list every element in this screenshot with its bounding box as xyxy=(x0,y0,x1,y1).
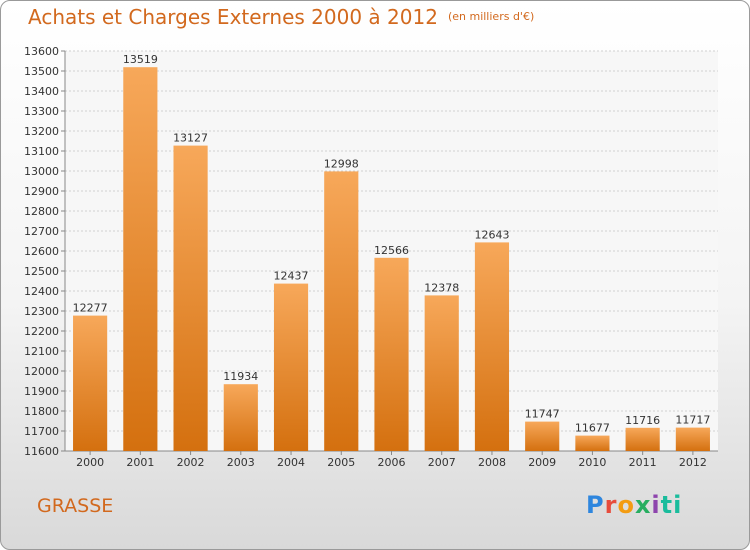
y-tick-label: 12400 xyxy=(24,285,59,298)
data-label: 12437 xyxy=(274,270,309,283)
data-label: 13519 xyxy=(123,53,158,66)
x-tick-label: 2001 xyxy=(126,456,154,469)
chart-title: Achats et Charges Externes 2000 à 2012 xyxy=(28,5,438,29)
bar xyxy=(424,295,459,451)
data-label: 12998 xyxy=(324,157,359,170)
data-label: 12378 xyxy=(424,281,459,294)
data-label: 12277 xyxy=(73,302,108,315)
x-tick-label: 2007 xyxy=(428,456,456,469)
x-tick-label: 2012 xyxy=(679,456,707,469)
bar xyxy=(625,427,660,451)
bar xyxy=(273,283,309,451)
x-tick-label: 2000 xyxy=(76,456,104,469)
city-label: GRASSE xyxy=(37,495,114,517)
y-tick-label: 12200 xyxy=(24,325,59,338)
chart-title-block: Achats et Charges Externes 2000 à 2012 (e… xyxy=(28,5,534,29)
bar xyxy=(474,242,510,451)
y-tick-label: 12800 xyxy=(24,205,59,218)
y-tick-label: 13200 xyxy=(24,125,59,138)
x-tick-label: 2006 xyxy=(378,456,406,469)
x-tick-label: 2003 xyxy=(227,456,255,469)
y-tick-label: 13100 xyxy=(24,145,59,158)
x-tick-label: 2004 xyxy=(277,456,305,469)
data-label: 11717 xyxy=(675,414,710,427)
y-tick-label: 13600 xyxy=(24,45,59,58)
y-tick-label: 12300 xyxy=(24,305,59,318)
data-label: 13127 xyxy=(173,132,208,145)
y-tick-label: 13000 xyxy=(24,165,59,178)
y-tick-label: 13300 xyxy=(24,105,59,118)
y-tick-label: 12100 xyxy=(24,345,59,358)
bar xyxy=(324,171,359,451)
x-tick-label: 2002 xyxy=(177,456,205,469)
bar xyxy=(223,384,258,451)
data-label: 11747 xyxy=(525,408,560,421)
bar xyxy=(525,421,560,451)
data-label: 12566 xyxy=(374,244,409,257)
y-tick-label: 13500 xyxy=(24,65,59,78)
y-tick-label: 13400 xyxy=(24,85,59,98)
data-label: 12643 xyxy=(474,228,509,241)
x-tick-label: 2008 xyxy=(478,456,506,469)
bar xyxy=(123,67,158,451)
proxiti-logo: Proxiti xyxy=(586,491,683,519)
x-tick-label: 2005 xyxy=(327,456,355,469)
y-tick-label: 11600 xyxy=(24,445,59,458)
x-tick-label: 2010 xyxy=(578,456,606,469)
x-tick-label: 2011 xyxy=(629,456,657,469)
y-tick-label: 12900 xyxy=(24,185,59,198)
bar xyxy=(73,315,108,451)
y-tick-label: 12700 xyxy=(24,225,59,238)
bar xyxy=(374,257,409,451)
y-tick-label: 11900 xyxy=(24,385,59,398)
bar xyxy=(173,145,208,451)
bar xyxy=(575,435,610,451)
y-tick-label: 11700 xyxy=(24,425,59,438)
x-tick-label: 2009 xyxy=(528,456,556,469)
data-label: 11934 xyxy=(223,370,258,383)
data-label: 11716 xyxy=(625,414,660,427)
y-tick-label: 12000 xyxy=(24,365,59,378)
y-tick-label: 12500 xyxy=(24,265,59,278)
data-label: 11677 xyxy=(575,422,610,435)
chart-unit: (en milliers d'€) xyxy=(447,10,535,23)
y-tick-label: 12600 xyxy=(24,245,59,258)
y-tick-label: 11800 xyxy=(24,405,59,418)
bar xyxy=(675,427,710,451)
